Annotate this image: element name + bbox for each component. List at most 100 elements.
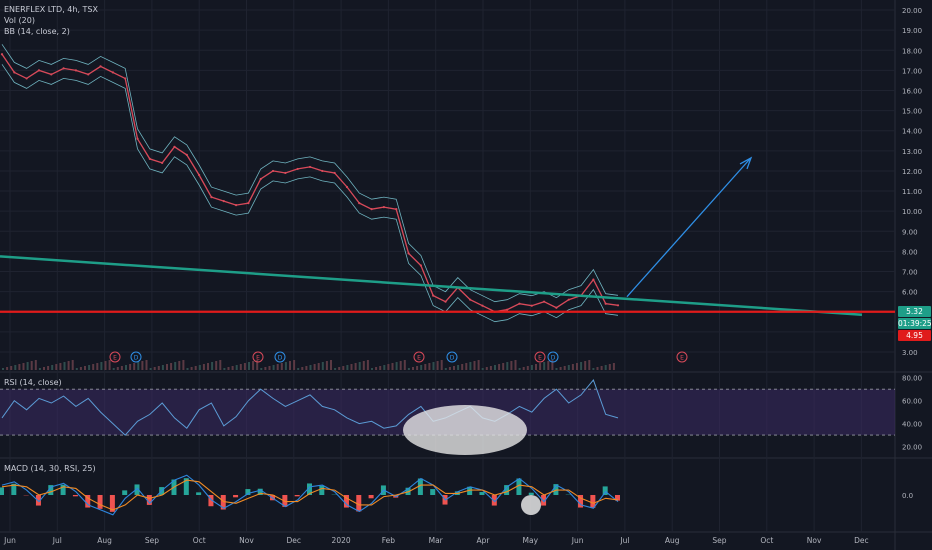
y-tick-label: 6.00 <box>902 289 918 297</box>
volume-bar <box>407 368 410 370</box>
volume-bar <box>506 362 509 370</box>
x-tick-label: Dec <box>287 536 302 545</box>
macd-histogram-bar <box>343 495 349 508</box>
macd-histogram-bar <box>516 478 522 495</box>
volume-bar <box>248 362 250 370</box>
y-tick-label: 13.00 <box>902 148 922 156</box>
macd-line <box>1 474 619 516</box>
y-tick-label: 19.00 <box>902 27 922 35</box>
price-point <box>444 300 447 303</box>
price-point <box>173 145 176 148</box>
volume-bar <box>559 367 562 370</box>
volume-bar <box>43 367 45 370</box>
earnings-marker-letter: E <box>680 355 684 362</box>
volume-bar <box>498 364 501 370</box>
price-point <box>37 69 41 72</box>
volume-bar <box>432 362 435 370</box>
support-price-label: 4.95 <box>898 330 931 341</box>
y-tick-label: 12.00 <box>902 168 922 176</box>
y-tick-label: 3.00 <box>902 349 918 357</box>
rsi-pane-title[interactable]: RSI (14, close) <box>4 378 62 387</box>
earnings-marker-letter: E <box>538 355 542 362</box>
volume-bar <box>256 360 259 370</box>
volume-bar <box>362 361 365 370</box>
volume-bar <box>469 362 472 370</box>
volume-bar <box>317 363 320 370</box>
volume-bar <box>239 364 242 370</box>
volume-bar <box>153 367 156 370</box>
volume-bar <box>571 364 574 370</box>
volume-bar <box>231 366 234 370</box>
volume-bar <box>280 363 283 370</box>
volume-bar <box>420 365 423 370</box>
macd-pane-title[interactable]: MACD (14, 30, RSI, 25) <box>4 464 96 473</box>
price-point <box>234 204 238 207</box>
macd-histogram-bar <box>35 495 41 506</box>
volume-bar <box>223 368 226 370</box>
price-point <box>74 69 78 72</box>
price-point <box>469 298 472 301</box>
macd-histogram-bar <box>430 489 436 495</box>
macd-histogram-bar <box>307 483 312 495</box>
macd-histogram-bar <box>233 495 239 498</box>
volume-bar <box>305 366 308 370</box>
volume-bar <box>551 360 554 370</box>
volume-bar <box>166 364 168 370</box>
price-point <box>506 308 509 311</box>
volume-bar <box>514 360 517 370</box>
volume-bar <box>448 367 451 370</box>
volume-bar <box>473 361 476 370</box>
price-point <box>358 202 361 205</box>
volume-bar <box>383 365 386 370</box>
price-point <box>259 177 262 181</box>
x-tick-label: Sep <box>712 536 726 545</box>
volume-bar <box>453 366 455 370</box>
bollinger-upper-band <box>1 44 619 303</box>
volume-bar <box>260 368 263 370</box>
rsi-y-tick-label: 60.00 <box>902 398 922 406</box>
x-tick-label: Jun <box>3 536 16 545</box>
volume-bar <box>346 365 349 370</box>
volume-bar <box>424 364 427 370</box>
y-tick-label: 16.00 <box>902 87 922 95</box>
volume-bar <box>116 367 119 370</box>
volume-bar <box>481 368 484 370</box>
volume-bar <box>34 360 37 370</box>
price-point <box>321 169 324 173</box>
earnings-marker-letter: E <box>256 355 260 362</box>
volume-bar <box>403 360 406 370</box>
volume-bar <box>129 364 132 370</box>
volume-bar <box>313 364 316 370</box>
series-layer <box>0 44 620 516</box>
volume-bar <box>576 363 578 370</box>
volume-bar <box>366 360 369 370</box>
price-point <box>604 302 607 305</box>
volume-bar <box>75 368 78 370</box>
price-point <box>542 300 546 303</box>
volume-bar <box>526 366 529 370</box>
bollinger-indicator-label[interactable]: BB (14, close, 2) <box>4 27 70 36</box>
volume-indicator-label[interactable]: Vol (20) <box>4 16 35 25</box>
symbol-title[interactable]: ENERFLEX LTD, 4h, TSX <box>4 5 98 14</box>
price-point <box>370 208 373 211</box>
y-tick-label: 18.00 <box>902 47 922 55</box>
macd-histogram-bar <box>319 485 325 495</box>
axis-layer: Jun Jul Aug Sep Oct Nov Dec 2020 Feb Mar Apr May Jun… <box>3 7 922 545</box>
dividend-marker-letter: D <box>551 355 556 362</box>
volume-bar <box>207 363 209 370</box>
volume-bar <box>334 368 337 370</box>
volume-bar <box>436 361 439 370</box>
volume-bar <box>494 365 496 370</box>
x-tick-label: Jun <box>571 536 584 545</box>
macd-histogram-bar <box>85 495 91 508</box>
rsi-highlight-ellipse <box>403 405 527 455</box>
volume-bar <box>92 364 95 370</box>
volume-bar <box>539 363 542 370</box>
macd-histogram-bar <box>60 484 66 495</box>
macd-highlight-circle <box>521 495 541 515</box>
dividend-marker <box>274 351 286 363</box>
macd-histogram-bar <box>368 495 374 499</box>
macd-histogram-bar <box>220 495 226 510</box>
volume-bar <box>104 361 107 370</box>
volume-bar <box>391 363 394 370</box>
